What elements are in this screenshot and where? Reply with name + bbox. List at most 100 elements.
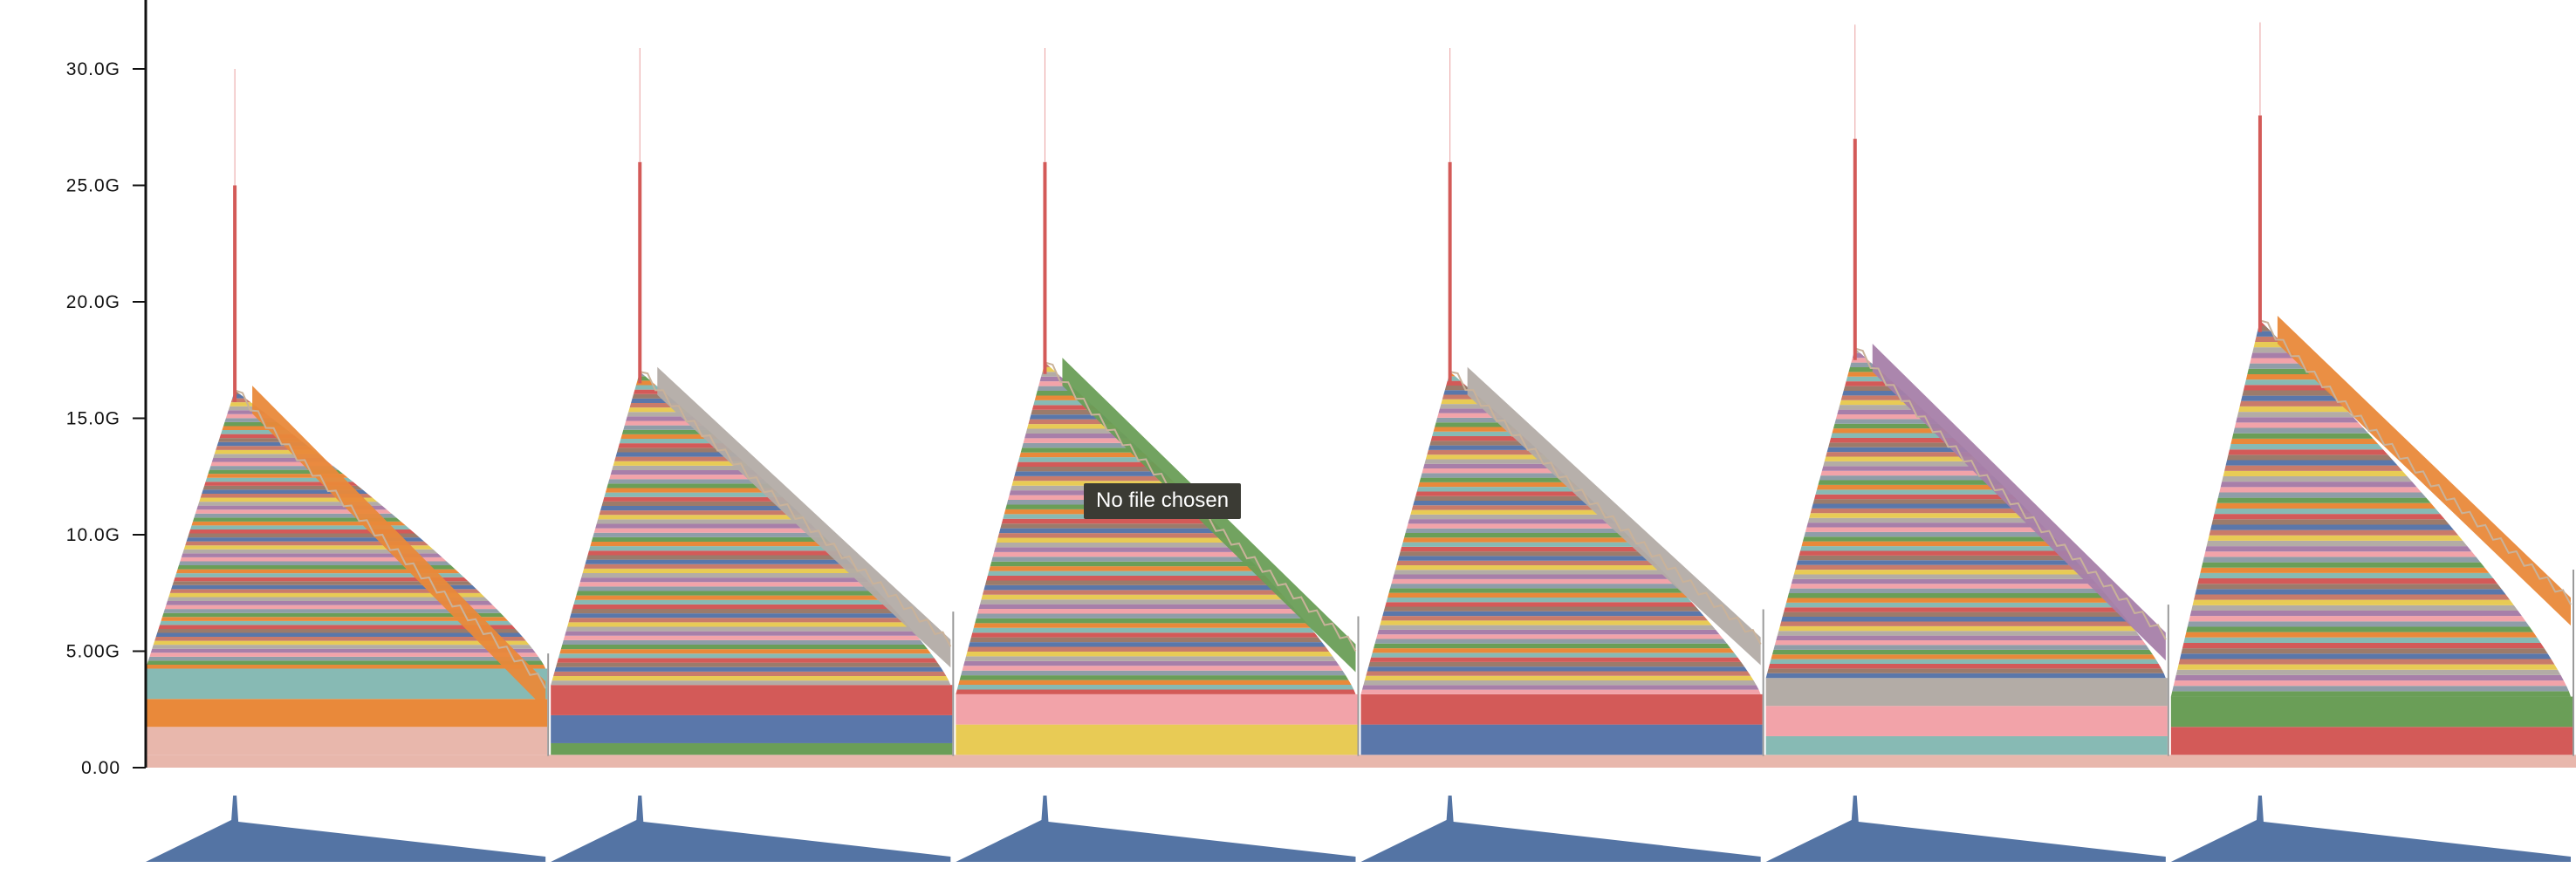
cycle-4-stratum: [1430, 436, 1529, 441]
cycle-5-stratum: [1842, 390, 1908, 396]
cycle-3-stratum: [983, 584, 1278, 591]
cycle-2-stratum: [598, 515, 806, 520]
cycle-3-stratum: [1023, 438, 1134, 443]
cycle-3-stratum: [982, 590, 1283, 595]
cycle-2-base-layer-3: [551, 685, 953, 715]
cycle-4-stratum: [1413, 501, 1598, 506]
cycle-1-stratum: [178, 561, 451, 566]
cycle-6-stratum: [2175, 669, 2561, 675]
y-tick-label: 30.0G: [66, 59, 120, 79]
cycle-2-stratum: [602, 496, 787, 502]
cycle-5-stratum: [1781, 617, 2128, 622]
cycle-2-stratum: [595, 523, 816, 529]
cycle-2-stratum: [576, 591, 882, 596]
cycle-5-stratum: [1812, 499, 2022, 504]
cycle-5-stratum: [1833, 423, 1943, 429]
cycle-2-stratum: [558, 653, 935, 659]
cycle-2-stratum: [588, 546, 839, 551]
cycle-6-stratum: [2205, 546, 2472, 552]
y-tick-label: 20.0G: [66, 292, 120, 312]
cycle-2-stratum: [582, 568, 860, 573]
cycle-6-stratum: [2194, 594, 2511, 600]
cycle-5-spike: [1853, 139, 1857, 360]
cycle-6-stratum: [2231, 433, 2374, 439]
cycle-6-stratum: [2183, 637, 2541, 643]
cycle-3-stratum: [990, 561, 1257, 567]
cycle-3-base-layer-2: [956, 693, 1358, 725]
cycle-6-stratum: [2175, 674, 2564, 681]
cycle-2-stratum: [570, 613, 902, 618]
cycle-5-stratum: [1792, 574, 2093, 579]
y-tick-label: 25.0G: [66, 176, 120, 196]
cycle-6-stratum: [2248, 363, 2308, 369]
cycle-4-stratum: [1391, 578, 1675, 584]
cycle-6-stratum: [2219, 487, 2422, 493]
cycle-2-stratum: [574, 595, 886, 600]
cycle-4-stratum: [1387, 592, 1688, 598]
cycle-2-spike: [638, 161, 642, 384]
cycle-5-base-layer-1: [1765, 735, 2168, 755]
cycle-2-stratum: [551, 680, 951, 686]
cycle-1-stratum: [166, 601, 493, 605]
cycle-1-stratum: [205, 477, 353, 482]
cycle-3-stratum: [1029, 414, 1108, 420]
cycle-4-stratum: [1386, 597, 1692, 603]
cycle-5-top-outline: [1854, 347, 2167, 640]
cycle-6-stratum: [2236, 417, 2359, 423]
cycle-3-stratum: [959, 675, 1349, 680]
cycle-2-stratum: [607, 479, 768, 484]
cycle-4-stratum: [1380, 616, 1709, 621]
cycle-4-stratum: [1429, 441, 1533, 446]
cycle-5-stratum: [1840, 400, 1918, 406]
cycle-5-stratum: [1774, 640, 2147, 646]
cycle-5-stratum: [1840, 395, 1913, 400]
cycle-5-stratum: [1805, 527, 2049, 532]
cycle-4-stratum: [1415, 491, 1588, 496]
cycle-3-stratum: [1031, 405, 1098, 410]
cycle-4-stratum: [1366, 671, 1751, 676]
cycle-6-stratum: [2214, 508, 2441, 515]
cycle-3-stratum: [956, 689, 1356, 694]
cycle-1-stratum: [152, 645, 533, 649]
cycle-3-stratum: [1027, 424, 1119, 429]
cycle-3-base-layer-1: [956, 724, 1358, 755]
cycle-6-stratum: [2189, 616, 2526, 622]
cycle-6-stratum: [2222, 476, 2413, 482]
cycle-6-stratum: [2229, 444, 2383, 450]
cycle-6-stratum: [2242, 390, 2333, 396]
cycle-2-stratum: [617, 448, 734, 453]
cycle-4-stratum: [1363, 680, 1757, 686]
cycle-4-stratum: [1416, 487, 1583, 492]
cycle-6-stratum: [2186, 626, 2534, 632]
cycle-1-stratum: [158, 625, 516, 629]
cycle-4-stratum: [1402, 537, 1635, 543]
cycle-4-stratum: [1427, 449, 1544, 455]
cycle-1-stratum: [190, 525, 411, 529]
cycle-3-stratum: [1033, 400, 1093, 406]
cycle-6-stratum: [2203, 551, 2477, 557]
cycle-2-stratum: [599, 510, 802, 516]
cycle-1-stratum: [204, 482, 359, 486]
cycle-1-base-layer-3: [146, 668, 548, 700]
cycle-6-stratum: [2177, 664, 2558, 670]
cycle-1-stratum: [194, 513, 397, 518]
cycle-6-stratum: [2189, 611, 2522, 617]
cycle-3-stratum: [967, 646, 1330, 652]
cycle-2-stratum: [610, 469, 758, 475]
cycle-2-stratum: [609, 475, 764, 480]
cycle-2-stratum: [606, 483, 773, 488]
cycle-2-stratum: [620, 434, 718, 440]
cycle-2-stratum: [577, 586, 878, 591]
cycle-4-stratum: [1367, 666, 1748, 672]
cycle-3-stratum: [1025, 428, 1123, 434]
cycle-4-stratum: [1374, 643, 1731, 649]
cycle-5-stratum: [1806, 523, 2045, 528]
overview-chart[interactable]: [146, 796, 2571, 862]
cycle-4-stratum: [1425, 454, 1549, 460]
cycle-5-stratum: [1826, 452, 1974, 457]
cycle-1-stratum: [188, 529, 415, 534]
cycle-1-stratum: [176, 569, 460, 574]
cycle-5-stratum: [1819, 475, 1997, 481]
cycle-3-stratum: [981, 594, 1287, 600]
cycle-2-stratum: [562, 639, 924, 646]
